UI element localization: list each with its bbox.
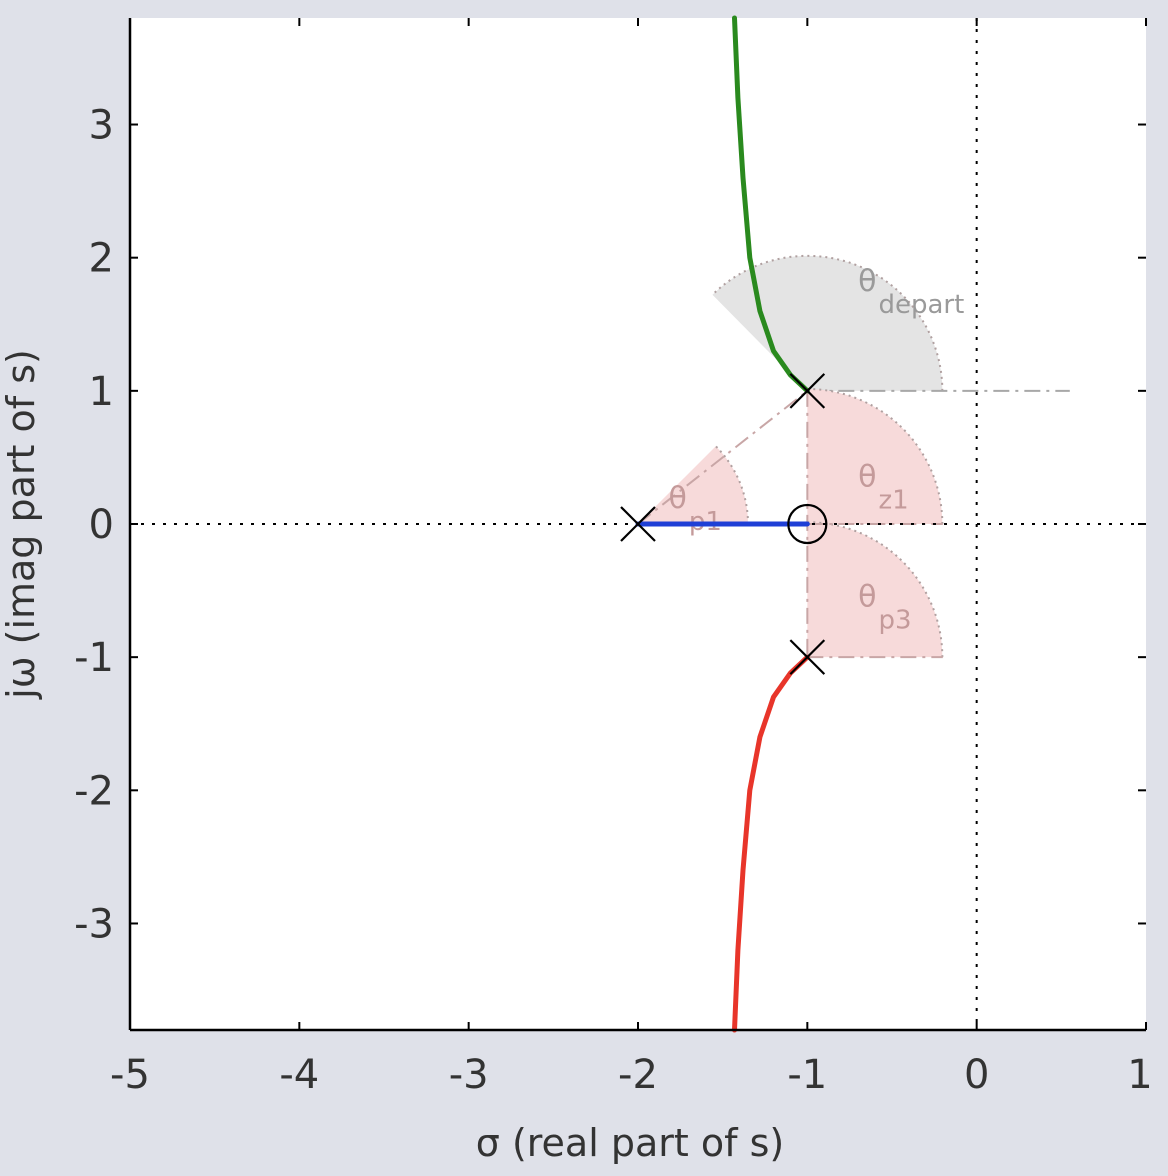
x-tick-label: -3 (449, 1052, 489, 1098)
theta-symbol: θ (858, 580, 876, 615)
y-tick-label: -2 (74, 768, 114, 814)
pole-marker-3 (789, 639, 826, 675)
theta-subscript: depart (878, 290, 964, 320)
theta-p3-label: θp3 (858, 580, 911, 636)
pole-x-stroke (789, 373, 826, 409)
locus-branch-1 (732, 15, 810, 394)
pole-marker-2 (789, 373, 826, 409)
theta-p3-wedge (807, 522, 943, 658)
x-tick-label: 1 (1127, 1052, 1152, 1098)
pole-zero-markers (620, 373, 828, 675)
pole-x-stroke (620, 506, 656, 542)
x-tick-labels: -5 -4 -3 -2 -1 0 1 (110, 1052, 1153, 1098)
y-axis-label: jω (imag part of s) (0, 349, 43, 700)
pole-p1-to-p2-line (637, 390, 808, 525)
y-tick-label: 3 (89, 103, 114, 149)
theta-symbol: θ (668, 481, 686, 516)
theta-subscript: z1 (878, 486, 908, 516)
y-tick-label: 1 (89, 369, 114, 415)
y-tick-label: -1 (74, 635, 114, 681)
locus-branches (635, 15, 810, 1033)
theta-p1-wedge (638, 446, 748, 524)
theta-subscript: p3 (878, 606, 911, 636)
y-tick-label: 2 (89, 236, 114, 282)
pole-marker-1 (620, 506, 656, 542)
zero-marker-1 (787, 503, 828, 545)
x-tick-label: -4 (279, 1052, 319, 1098)
x-axis-label: σ (real part of s) (476, 1121, 784, 1165)
y-tick-labels: -3 -2 -1 0 1 2 3 (74, 103, 114, 948)
y-tick-label: 0 (89, 502, 114, 548)
x-tick-label: -5 (110, 1052, 150, 1098)
theta-symbol: θ (858, 460, 876, 495)
theta-depart-label: θdepart (858, 264, 964, 320)
theta-p1-wedge-arc (715, 445, 749, 525)
x-tick-label: 0 (964, 1052, 989, 1098)
x-tick-label: -2 (618, 1052, 658, 1098)
tick-marks (129, 18, 1147, 1030)
pole-x-stroke (789, 639, 826, 675)
locus-branch-2 (732, 654, 810, 1033)
theta-z1-wedge (807, 389, 943, 524)
y-tick-label: -3 (74, 901, 114, 947)
x-tick-label: -1 (787, 1052, 827, 1098)
theta-z1-label: θz1 (858, 460, 909, 516)
depart-angle-wedge (712, 255, 943, 391)
theta-symbol: θ (858, 264, 876, 299)
